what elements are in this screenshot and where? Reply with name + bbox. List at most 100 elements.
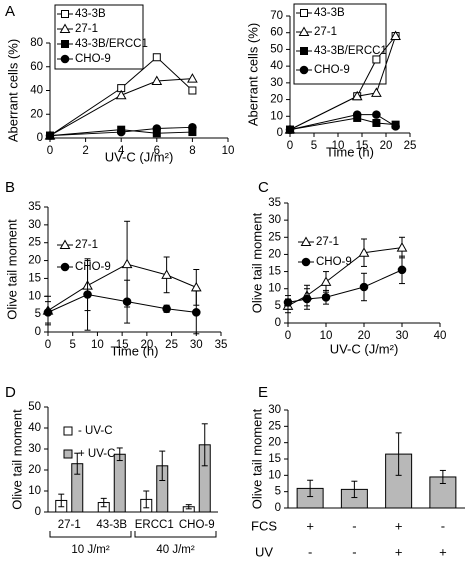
x-tick-label: 0: [47, 145, 53, 157]
marker: [301, 257, 311, 267]
row-label-value: -: [308, 544, 312, 559]
group-label: 40 J/m²: [156, 544, 195, 556]
marker: [122, 297, 132, 306]
x-tick-label: 20: [358, 330, 371, 342]
marker: [299, 65, 309, 75]
row-label-value: -: [441, 518, 445, 533]
x-tick-label: 30: [396, 330, 409, 342]
y-tick-label: 10: [28, 290, 41, 302]
x-tick-label: 0: [45, 339, 51, 351]
y-axis-title: Aberrant cells (%): [5, 39, 20, 142]
marker: [115, 89, 127, 100]
marker: [188, 86, 197, 95]
x-tick-label: 15: [356, 140, 369, 152]
marker: [121, 258, 133, 269]
y-tick-label: 30: [268, 214, 281, 226]
marker: [151, 75, 163, 85]
marker: [61, 10, 69, 18]
marker: [352, 110, 362, 119]
panel-letter: A: [5, 3, 15, 20]
x-tick-label: 10: [320, 330, 333, 342]
group-bracket: [134, 531, 217, 538]
row-label-name: FCS: [251, 518, 277, 533]
legend-label: 27-1: [75, 239, 98, 251]
x-tick-label: 5: [70, 339, 76, 351]
marker: [397, 265, 407, 275]
x-tick-label: 40: [434, 330, 447, 342]
series-line: [289, 114, 396, 131]
marker: [300, 47, 308, 55]
marker: [321, 292, 331, 302]
y-tick-label: 10: [28, 485, 41, 497]
y-tick-label: 30: [268, 404, 281, 416]
marker: [300, 236, 312, 246]
y-tick-label: 70: [270, 10, 283, 22]
series-line: [49, 126, 193, 137]
x-tick-label: 27-1: [58, 519, 81, 531]
marker: [59, 239, 71, 249]
marker: [283, 298, 293, 307]
y-tick-label: 0: [37, 132, 43, 144]
x-tick-label: 6: [154, 145, 160, 157]
x-axis-title: UV-C (J/m²): [330, 341, 399, 356]
x-tick-label: 25: [165, 339, 178, 351]
legend-label: 27-1: [75, 23, 98, 35]
marker: [45, 131, 55, 140]
y-tick-label: 40: [30, 85, 43, 97]
x-tick-label: 10: [332, 140, 345, 152]
row-label-value: +: [395, 544, 403, 559]
marker: [188, 123, 197, 132]
x-tick-label: CHO-9: [179, 519, 215, 531]
y-tick-label: 15: [268, 266, 281, 278]
row-label-value: +: [306, 518, 314, 533]
series-line: [289, 35, 397, 131]
marker: [61, 40, 69, 48]
y-axis-title: Aberrant cells (%): [245, 23, 260, 126]
legend-label: 27-1: [314, 26, 337, 38]
y-tick-label: 20: [270, 94, 283, 106]
x-axis-title: UV-C (J/m²): [105, 149, 174, 164]
x-tick-label: 5: [311, 140, 317, 152]
y-tick-label: 15: [268, 453, 281, 465]
y-axis-title: Olive tail moment: [4, 219, 19, 320]
y-tick-label: 25: [28, 237, 41, 249]
y-axis-title: Olive tail moment: [249, 212, 264, 313]
x-tick-label: 43-3B: [96, 519, 127, 531]
x-tick-label: 30: [190, 339, 203, 351]
x-tick-label: 10: [222, 145, 235, 157]
legend-swatch: [63, 426, 73, 436]
y-tick-label: 40: [270, 60, 283, 72]
y-tick-label: 20: [28, 255, 41, 267]
y-tick-label: 15: [28, 272, 41, 284]
y-tick-label: 80: [30, 37, 43, 49]
marker: [161, 269, 172, 279]
y-tick-label: 0: [275, 317, 281, 329]
panel-letter: B: [5, 179, 15, 196]
marker: [351, 90, 363, 101]
series-line: [49, 56, 193, 137]
legend-label: 27-1: [316, 236, 339, 248]
legend-label: - UV-C: [78, 425, 113, 437]
marker: [60, 262, 70, 272]
y-tick-label: 25: [268, 420, 281, 432]
x-tick-label: 0: [285, 330, 291, 342]
legend-label: + UV-C: [78, 448, 115, 460]
y-tick-label: 0: [275, 502, 281, 514]
row-label-value: -: [352, 544, 356, 559]
marker: [372, 110, 381, 119]
legend-label: CHO-9: [75, 53, 111, 65]
legend-swatch: [63, 449, 73, 459]
y-tick-label: 60: [270, 27, 283, 39]
series-line: [47, 293, 197, 313]
marker: [162, 304, 171, 314]
bar: [429, 476, 457, 509]
row-label-value: -: [352, 518, 356, 533]
panel-letter: C: [258, 179, 269, 196]
panel-letter: D: [5, 384, 16, 401]
row-label-value: +: [439, 544, 447, 559]
x-tick-label: 10: [91, 339, 104, 351]
y-tick-label: 10: [268, 469, 281, 481]
y-tick-label: 60: [30, 61, 43, 73]
row-label-name: UV: [255, 544, 273, 559]
y-tick-label: 50: [28, 401, 41, 413]
